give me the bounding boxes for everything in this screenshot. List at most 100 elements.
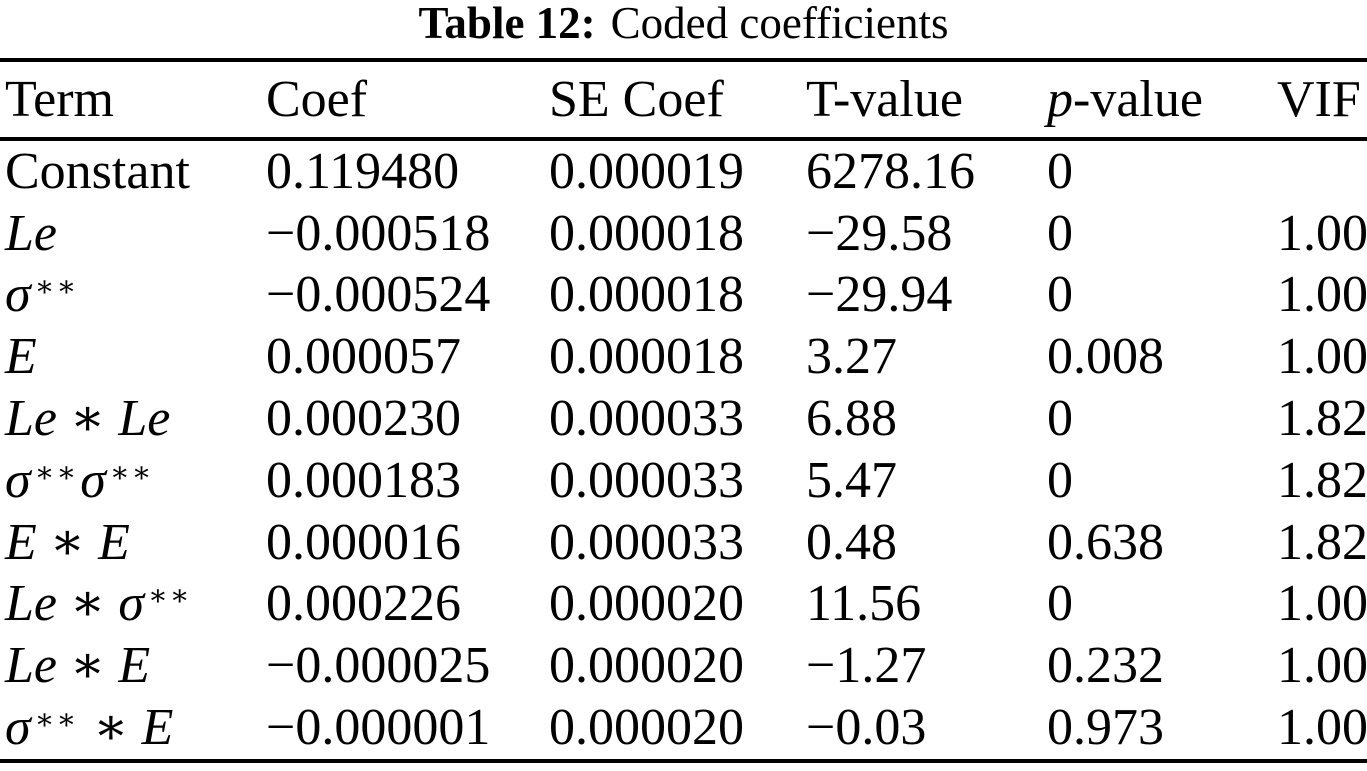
cell-term: Le (5, 204, 266, 262)
cell-se: 0.000018 (549, 266, 744, 324)
top-rule (0, 58, 1367, 62)
term-text: Le (5, 575, 57, 633)
cell-se: 0.000020 (549, 637, 744, 695)
term-text: E (98, 513, 130, 571)
column-header-vif: VIF (1277, 73, 1361, 126)
cell-se: 0.000033 (549, 451, 744, 509)
cell-p: 0.232 (1047, 637, 1164, 695)
bottom-rule (0, 759, 1367, 763)
column-header-p: p-value (1047, 70, 1277, 128)
cell-p: 0.973 (1047, 699, 1164, 757)
superscript-asterisks: ∗∗ (34, 271, 79, 304)
caption-number-label: Table 12: (418, 0, 596, 48)
cell-t: 6278.16 (806, 142, 975, 200)
cell-vif: 1.00 (1277, 637, 1367, 695)
superscript-asterisks: ∗∗ (109, 456, 154, 489)
term-text: σ (5, 699, 31, 757)
cell-term: Constant (5, 142, 266, 200)
term-text: Constant (5, 142, 190, 200)
table-row: Le ∗ Le 0.000230 0.000033 6.88 0 1.82 (0, 388, 1367, 450)
cell-term: E ∗ E (5, 513, 266, 571)
table-row: σ ∗∗ ∗ E −0.000001 0.000020 −0.03 0.973 1.00 (0, 697, 1367, 759)
cell-p: 0 (1047, 142, 1073, 200)
term-text: E (5, 513, 37, 571)
table-caption: Table 12: Coded coefficients (0, 0, 1367, 58)
term-text: E (5, 328, 37, 386)
column-header-coef: Coef (266, 70, 549, 128)
cell-coef: 0.000230 (266, 390, 461, 448)
cell-t: −29.58 (806, 204, 953, 262)
cell-p: 0.008 (1047, 328, 1164, 386)
caption-text: Coded coefficients (610, 0, 949, 48)
term-text: Le (5, 204, 57, 262)
term-text: E (118, 637, 151, 695)
cell-se: 0.000018 (549, 328, 744, 386)
table-row: σ ∗∗σ ∗∗ 0.000183 0.000033 5.47 0 1.82 (0, 450, 1367, 512)
term-text: Le (5, 390, 57, 448)
cell-coef: 0.000183 (266, 451, 461, 509)
table-row: E 0.000057 0.000018 3.27 0.008 1.00 (0, 326, 1367, 388)
table-row: σ ∗∗ −0.000524 0.000018 −29.94 0 1.00 (0, 265, 1367, 327)
cell-se: 0.000020 (549, 575, 744, 633)
cell-coef: −0.000025 (266, 637, 491, 695)
cell-term: σ ∗∗σ ∗∗ (5, 451, 266, 509)
cell-t: 11.56 (806, 575, 922, 633)
superscript-asterisks: ∗∗ (34, 456, 79, 489)
cell-se: 0.000033 (549, 513, 744, 571)
term-text: ∗ (80, 699, 142, 757)
cell-coef: 0.119480 (266, 142, 460, 200)
column-header-term: Term (5, 70, 266, 128)
term-text: Coef (266, 70, 368, 128)
column-header-t: T-value (806, 70, 1047, 128)
table-row: Le ∗ E −0.000025 0.000020 −1.27 0.232 1.00 (0, 635, 1367, 697)
term-text: Term (5, 70, 114, 128)
term-text: Le (5, 637, 57, 695)
cell-se: 0.000019 (549, 142, 744, 200)
table-header-row: Term Coef SE Coef T-value p-value VIF (0, 62, 1367, 137)
term-text: ∗ (57, 390, 119, 448)
cell-term: σ ∗∗ (5, 269, 266, 321)
cell-vif: 1.82 (1277, 390, 1367, 448)
cell-vif: 1.00 (1277, 266, 1367, 324)
cell-t: −0.03 (806, 699, 927, 757)
cell-term: Le ∗ E (5, 640, 266, 692)
cell-t: −29.94 (806, 266, 953, 324)
cell-term: Le ∗ Le (5, 393, 266, 445)
cell-coef: 0.000226 (266, 575, 461, 633)
cell-se: 0.000018 (549, 204, 744, 262)
table-body: Constant 0.119480 0.000019 6278.16 0 Le −0.000… (0, 141, 1367, 759)
term-text: σ (5, 451, 31, 509)
cell-p: 0 (1047, 390, 1073, 448)
table-row: Constant 0.119480 0.000019 6278.16 0 (0, 141, 1367, 203)
cell-vif: 1.00 (1277, 328, 1367, 386)
mid-rule (0, 137, 1367, 141)
term-text: ∗ (57, 637, 119, 695)
term-text: ∗ (57, 575, 119, 633)
cell-p: 0 (1047, 575, 1073, 633)
cell-p: 0 (1047, 266, 1073, 324)
term-text: -value (1073, 70, 1203, 128)
table-row: Le ∗ σ ∗∗ 0.000226 0.000020 11.56 0 1.00 (0, 574, 1367, 636)
cell-coef: −0.000001 (266, 699, 491, 757)
cell-vif: 1.00 (1277, 575, 1367, 633)
cell-t: −1.27 (806, 637, 927, 695)
term-text: SE Coef (549, 70, 724, 128)
cell-coef: 0.000057 (266, 328, 461, 386)
cell-vif: 1.82 (1277, 513, 1367, 571)
cell-se: 0.000033 (549, 390, 744, 448)
term-text: σ (80, 451, 106, 509)
cell-t: 5.47 (806, 451, 897, 509)
cell-se: 0.000020 (549, 699, 744, 757)
column-header-se: SE Coef (549, 70, 806, 128)
cell-vif: 1.82 (1277, 451, 1367, 509)
term-text: ∗ (36, 513, 99, 571)
cell-p: 0.638 (1047, 513, 1164, 571)
cell-term: E (5, 331, 266, 383)
cell-p: 0 (1047, 451, 1073, 509)
term-text: Le (118, 390, 171, 448)
table-row: Le −0.000518 0.000018 −29.58 0 1.00 (0, 203, 1367, 265)
cell-coef: −0.000518 (266, 204, 491, 262)
term-text: T-value (806, 70, 963, 128)
cell-vif: 1.00 (1277, 699, 1367, 757)
term-text: E (141, 699, 174, 757)
